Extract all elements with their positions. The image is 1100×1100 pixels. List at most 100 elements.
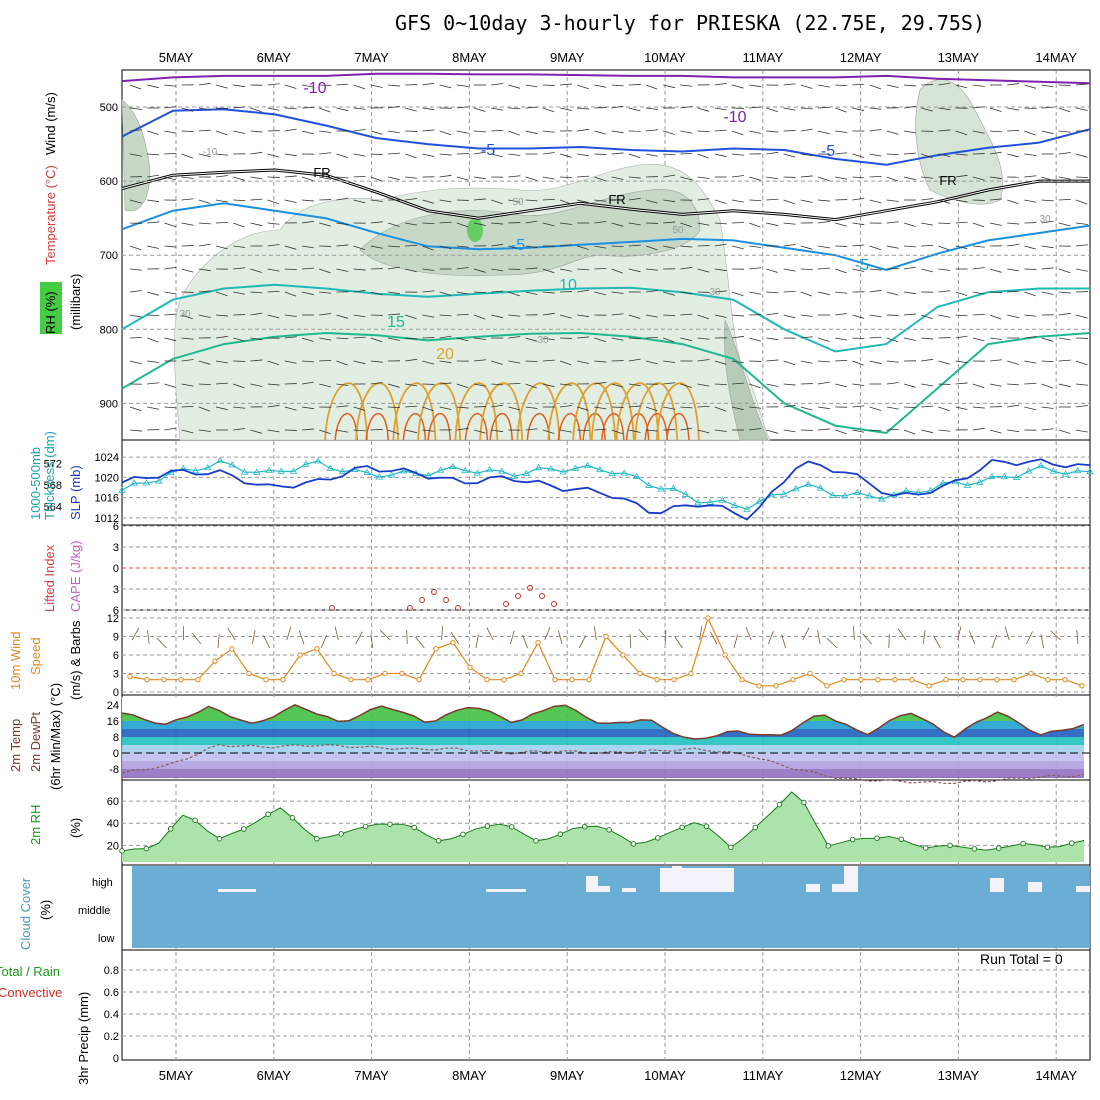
wind-barb [387,130,400,134]
wind-barb [783,383,796,386]
wind-barb [405,244,418,247]
wind-barb [714,429,727,432]
cloud-gap [218,889,256,892]
wind-barb [886,406,899,410]
cloud-gaps [218,866,1090,892]
wind-barb [387,406,401,409]
wind-barb [129,107,142,110]
contour-label: -5 [821,143,835,160]
wind-barb [989,222,1002,226]
wind-barb [508,245,521,250]
wind10-barb [217,634,220,649]
date-label-top: 6MAY [257,50,292,65]
wind10-marker [926,683,932,689]
wind-barb [577,268,590,271]
wind-barb [559,244,572,247]
wind10-barb [263,635,270,649]
wind-barb [766,176,779,180]
wind-barb [989,359,1002,362]
wind-barb [525,383,538,389]
wind-barb [852,176,865,179]
wind-barb [129,268,142,271]
wind-barb [129,84,142,90]
contour-label: -10 [303,80,326,97]
contour-label: 15 [387,314,405,331]
rh-area [122,792,1084,862]
pressure-gridlines [122,106,1090,404]
wind10-barb [674,636,683,649]
wind-barb [680,427,693,431]
wind-barb [1058,312,1071,316]
wind-barbs [129,82,1089,435]
wind-barb [680,383,692,388]
wind-barb [525,291,538,295]
wind-barb [525,220,538,224]
rh-marker [752,824,758,831]
li-tick: 6 [113,605,119,617]
wind-barb [783,290,796,293]
date-label-top: 10MAY [644,50,686,65]
wind-barb [663,84,675,89]
wind10-marker [654,676,660,683]
wind10-markers [127,615,1085,689]
thickness-marker [1074,467,1082,474]
hot-contour [464,413,489,441]
wind-barb [645,129,658,132]
wind-barb [1007,314,1019,319]
wind-barb [559,405,572,408]
wind-barb [835,429,847,435]
wind-barb [594,199,607,202]
wind-barb [198,129,211,132]
wind-barb [972,84,985,87]
wind-barb [301,337,314,342]
date-label-top: 8MAY [452,50,487,65]
wind10-barb [802,627,810,641]
wind-barb [1007,383,1020,386]
wind10-marker [1079,683,1085,689]
wind10-marker [722,652,728,658]
wind-barb [147,360,160,363]
wind-barb [663,174,676,178]
wind-barb [766,337,779,341]
wind10-marker [875,676,881,683]
wind10-barb [638,629,649,641]
wind-barb [525,267,538,270]
wind-barb [714,268,727,272]
wind-barb [319,268,331,274]
wind10-speed-series [129,616,1083,687]
wind-barb [731,130,744,136]
rh-area-high [122,792,1084,862]
wind-barb [835,337,848,341]
thickness-marker [596,465,604,473]
thickness-marker [1000,472,1008,480]
date-label-bottom: 14MAY [1035,1068,1077,1083]
wind-barb [903,406,917,409]
wind-barb [439,84,452,89]
wind-barb [611,222,624,227]
wind-barb [422,245,434,251]
wind-barb [955,314,968,317]
contour-label: 10 [559,277,577,294]
wind-barb [594,84,607,88]
rh2m-unit: (%) [68,818,83,838]
wind-barb [800,199,813,203]
wind-barb [680,222,692,228]
wind-barb [387,222,400,227]
wind-barb [921,358,934,362]
cloud-gap [660,868,734,892]
wind-barb [284,128,297,132]
wind10-marker [807,670,813,677]
wind-barb [938,429,951,432]
slp-tick: 1012 [95,513,119,525]
wind10-marker [212,658,218,664]
wind-barb [645,314,658,318]
wind-barb [198,360,211,365]
rh-marker [922,845,929,851]
rh-marker [971,846,978,852]
contour-label: 30 [537,335,549,346]
thickness-marker [632,472,641,479]
precip-unit: 3hr Precip (mm) [76,992,91,1085]
wind-barb [577,406,589,411]
li-tick: 3 [113,584,119,596]
wind10-marker [909,676,915,683]
